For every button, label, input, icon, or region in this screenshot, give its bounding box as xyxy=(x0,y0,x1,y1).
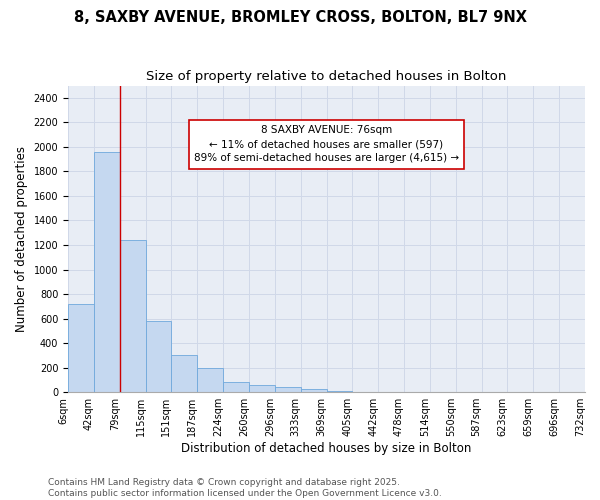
Bar xyxy=(223,382,249,392)
Bar xyxy=(172,356,197,392)
Bar xyxy=(249,386,275,392)
Bar xyxy=(301,388,326,392)
Bar xyxy=(197,368,223,392)
Text: Contains HM Land Registry data © Crown copyright and database right 2025.
Contai: Contains HM Land Registry data © Crown c… xyxy=(48,478,442,498)
Title: Size of property relative to detached houses in Bolton: Size of property relative to detached ho… xyxy=(146,70,507,83)
Bar xyxy=(146,321,172,392)
Bar xyxy=(120,240,146,392)
Text: 8, SAXBY AVENUE, BROMLEY CROSS, BOLTON, BL7 9NX: 8, SAXBY AVENUE, BROMLEY CROSS, BOLTON, … xyxy=(74,10,527,25)
Bar xyxy=(68,304,94,392)
Bar xyxy=(275,388,301,392)
Y-axis label: Number of detached properties: Number of detached properties xyxy=(15,146,28,332)
Text: 8 SAXBY AVENUE: 76sqm
← 11% of detached houses are smaller (597)
89% of semi-det: 8 SAXBY AVENUE: 76sqm ← 11% of detached … xyxy=(194,126,459,164)
Bar xyxy=(94,152,120,392)
Bar xyxy=(326,391,352,392)
X-axis label: Distribution of detached houses by size in Bolton: Distribution of detached houses by size … xyxy=(181,442,472,455)
